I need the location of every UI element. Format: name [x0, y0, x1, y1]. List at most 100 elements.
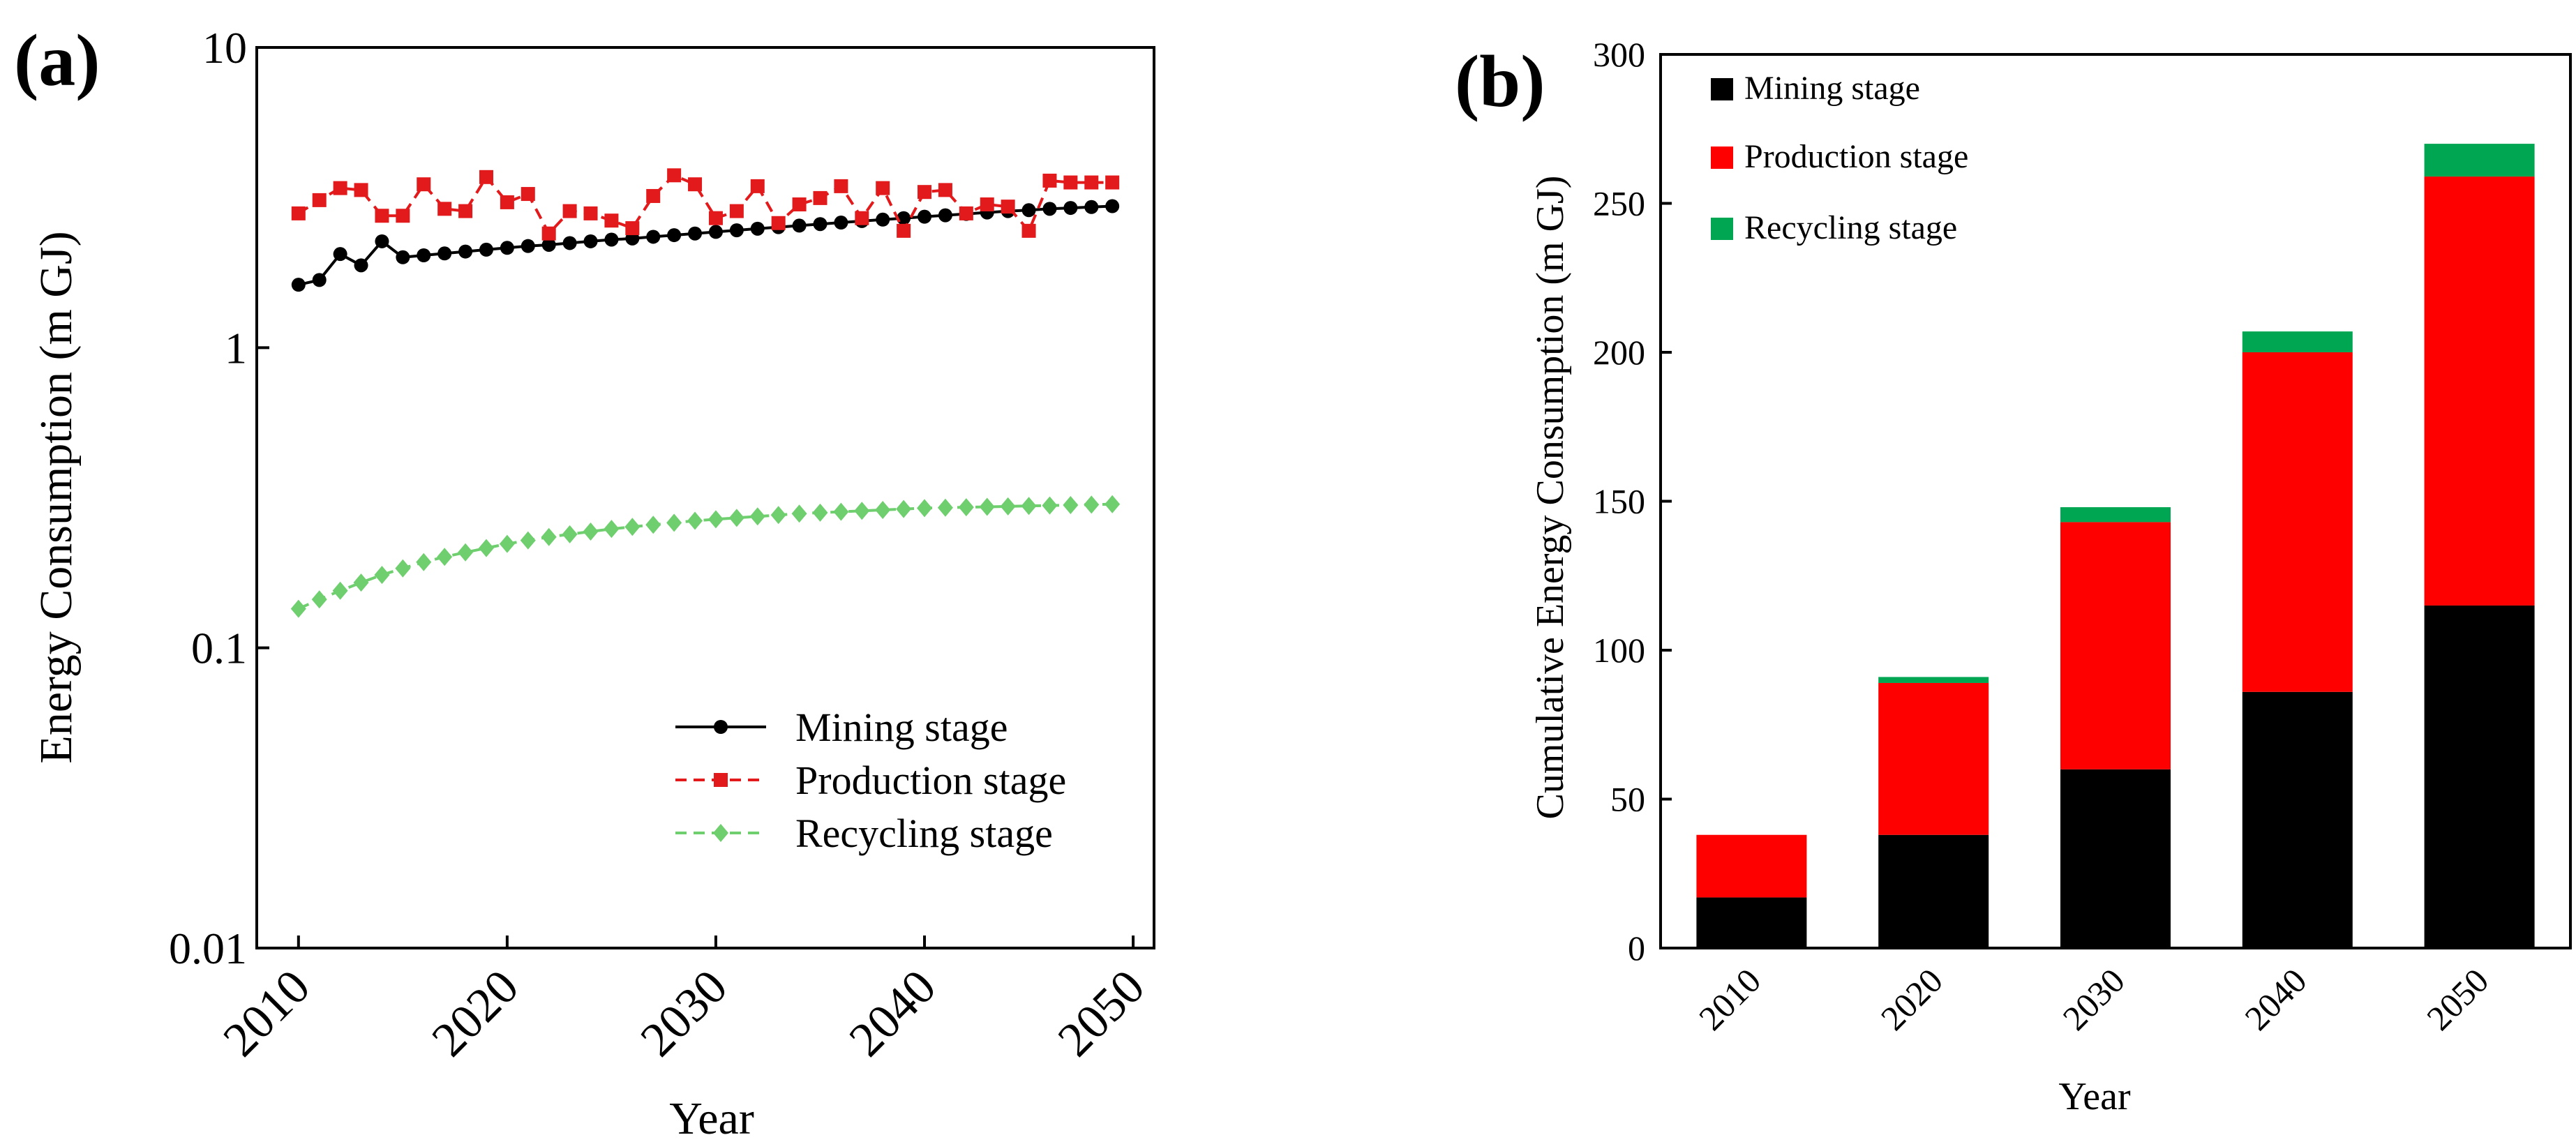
data-point: [333, 247, 347, 262]
series-production-stage: [291, 168, 1120, 241]
data-point: [708, 225, 723, 239]
data-point: [918, 185, 932, 200]
data-point: [687, 511, 703, 530]
data-point: [333, 181, 347, 195]
data-point: [1084, 175, 1099, 190]
data-point: [812, 503, 828, 522]
data-point: [375, 234, 389, 248]
data-point: [1042, 173, 1057, 188]
legend-label-production-stage: Production stage: [795, 758, 1066, 803]
bar-stack-2050: [2424, 144, 2535, 948]
data-point: [1063, 495, 1079, 514]
data-point: [396, 209, 410, 223]
data-point: [897, 211, 911, 225]
legend-swatch-mining-stage: [1711, 78, 1733, 100]
x-tick-label: 2050: [2419, 961, 2496, 1037]
legend-label-mining-stage: Mining stage: [795, 705, 1008, 750]
legend-marker: [713, 824, 728, 842]
data-point: [688, 226, 703, 241]
data-point: [855, 211, 869, 225]
data-point: [416, 553, 432, 571]
data-point: [749, 507, 765, 526]
series-line-recycling-stage: [297, 502, 1113, 610]
y-tick-label: 300: [1593, 35, 1645, 74]
bar-segment-recycling-stage: [2242, 331, 2353, 352]
data-point: [458, 204, 473, 218]
bar-segment-production-stage: [2060, 522, 2171, 769]
y-tick-label: 250: [1593, 184, 1645, 223]
bar-stack-2020: [1878, 677, 1989, 948]
x-tick-label: 2010: [1691, 961, 1768, 1037]
data-point: [958, 498, 974, 517]
x-tick-label: 2050: [1048, 960, 1155, 1067]
y-tick-label: 100: [1593, 631, 1645, 670]
data-point: [541, 237, 556, 252]
data-point: [354, 258, 368, 273]
data-point: [291, 206, 306, 220]
data-point: [688, 177, 703, 192]
data-point: [458, 543, 474, 562]
data-point: [521, 187, 535, 202]
data-point: [645, 516, 661, 534]
data-point: [521, 239, 535, 253]
bar-segment-mining-stage: [1878, 834, 1989, 948]
data-point: [625, 221, 640, 236]
data-point: [417, 248, 431, 263]
panel-a-x-axis-title: Year: [669, 1093, 754, 1142]
data-point: [791, 504, 807, 523]
y-tick-label: 0.1: [191, 624, 247, 673]
data-point: [770, 506, 786, 525]
legend-label-mining-stage: Mining stage: [1744, 70, 1920, 107]
panel-b-y-axis-title: Cumulative Energy Consumption (m GJ): [1529, 176, 1572, 820]
data-point: [937, 498, 953, 517]
data-point: [1105, 199, 1120, 213]
data-point: [604, 213, 619, 228]
data-point: [728, 509, 744, 527]
data-point: [583, 522, 599, 541]
data-point: [979, 497, 995, 516]
data-point: [479, 170, 493, 184]
data-point: [876, 181, 890, 195]
bar-segment-mining-stage: [2060, 769, 2171, 948]
data-point: [813, 217, 828, 232]
series-recycling-stage: [290, 495, 1121, 618]
legend-label-recycling-stage: Recycling stage: [1744, 209, 1957, 246]
data-point: [583, 234, 598, 248]
data-point: [813, 190, 828, 205]
legend-marker: [714, 720, 728, 734]
bar-segment-mining-stage: [2242, 691, 2353, 948]
panel-a-legend: Mining stage Production stage Recycling st…: [675, 705, 1066, 856]
data-point: [291, 278, 306, 292]
panel-a-y-axis-title: Energy Consumption (m GJ): [31, 231, 82, 763]
data-point: [792, 197, 807, 212]
data-point: [792, 218, 807, 233]
series-line-production-stage: [297, 173, 1113, 236]
data-point: [875, 500, 891, 519]
data-point: [624, 518, 641, 536]
bar-stack-2030: [2060, 507, 2171, 948]
bar-segment-recycling-stage: [1878, 677, 1989, 683]
data-point: [311, 590, 327, 609]
data-point: [312, 273, 327, 287]
data-point: [478, 539, 494, 557]
data-point: [667, 168, 682, 183]
data-point: [353, 573, 369, 592]
bar-segment-recycling-stage: [2060, 507, 2171, 523]
data-point: [897, 223, 911, 238]
data-point: [541, 527, 557, 546]
data-point: [541, 226, 556, 241]
data-point: [1001, 200, 1015, 214]
data-point: [833, 502, 849, 521]
data-point: [834, 216, 848, 230]
data-point: [1063, 175, 1078, 190]
data-point: [395, 559, 411, 578]
data-point: [729, 223, 744, 238]
data-point: [562, 525, 578, 543]
data-point: [437, 202, 452, 216]
data-point: [750, 179, 765, 193]
x-tick-label: 2010: [214, 960, 320, 1067]
data-point: [938, 208, 952, 223]
panel-b-bars-layer: [1696, 144, 2535, 948]
x-tick-label: 2030: [631, 960, 737, 1067]
data-point: [666, 513, 682, 532]
